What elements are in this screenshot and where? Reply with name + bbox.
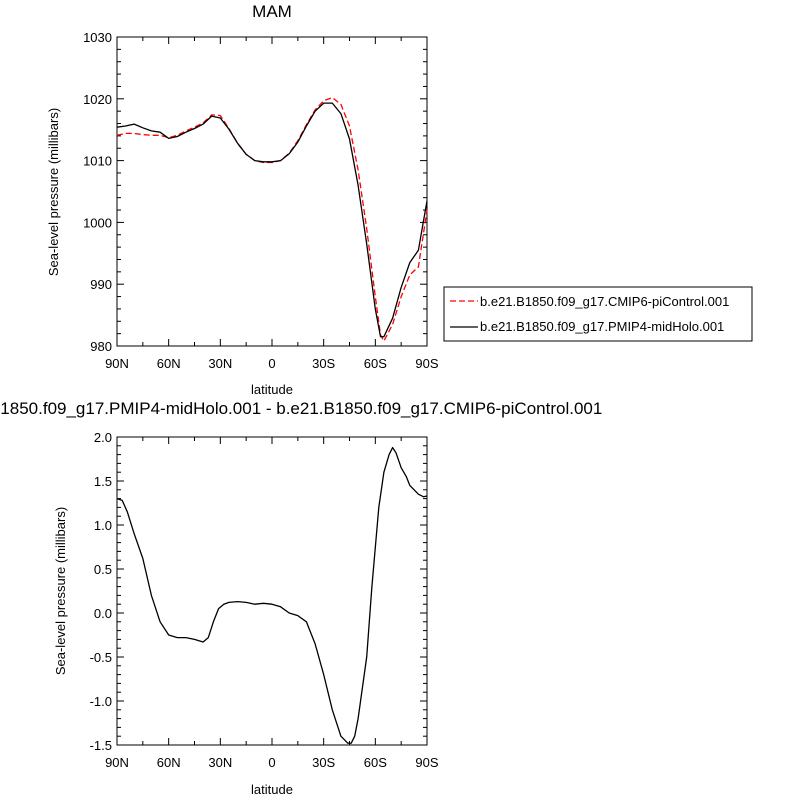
bottom-x-tick-label: 30S bbox=[312, 755, 335, 770]
top-y-tick-label: 1020 bbox=[83, 92, 112, 107]
bottom-series-line-0 bbox=[116, 446, 428, 744]
bottom-y-axis-title: Sea-level pressure (millibars) bbox=[53, 507, 68, 675]
bottom-x-tick-label: 0 bbox=[268, 755, 275, 770]
bottom-y-tick-label: 2.0 bbox=[94, 430, 112, 445]
legend-box bbox=[443, 286, 753, 342]
top-x-tick-label: 90N bbox=[105, 356, 129, 371]
top-x-tick-label: 60N bbox=[157, 356, 181, 371]
bottom-y-tick-label: -1.0 bbox=[90, 694, 112, 709]
top-y-tick-label: 1000 bbox=[83, 215, 112, 230]
legend: b.e21.B1850.f09_g17.CMIP6-piControl.001 … bbox=[443, 286, 753, 342]
top-x-tick-label: 60S bbox=[364, 356, 387, 371]
top-x-tick-label: 30N bbox=[208, 356, 232, 371]
top-x-tick-label: 0 bbox=[268, 356, 275, 371]
bottom-difference-chart: b.e21.B1850.f09_g17.PMIP4-midHolo.001 - … bbox=[0, 399, 602, 797]
bottom-y-tick-label: 1.0 bbox=[94, 518, 112, 533]
top-line-chart: MAM Sea-level pressure (millibars) latit… bbox=[46, 2, 439, 397]
legend-label-picontrol: b.e21.B1850.f09_g17.CMIP6-piControl.001 bbox=[480, 294, 729, 309]
bottom-y-tick-label: 0.5 bbox=[94, 562, 112, 577]
bottom-y-tick-label: 0.0 bbox=[94, 606, 112, 621]
top-x-tick-label: 30S bbox=[312, 356, 335, 371]
bottom-y-tick-label: 1.5 bbox=[94, 474, 112, 489]
bottom-x-tick-label: 90N bbox=[105, 755, 129, 770]
top-y-tick-label: 990 bbox=[90, 277, 112, 292]
top-series-line-1 bbox=[116, 102, 428, 338]
bottom-x-tick-label: 90S bbox=[415, 755, 438, 770]
bottom-plot-frame bbox=[116, 436, 428, 746]
legend-label-midholo: b.e21.B1850.f09_g17.PMIP4-midHolo.001 bbox=[480, 319, 724, 334]
top-y-tick-label: 1010 bbox=[83, 154, 112, 169]
top-plot-frame bbox=[116, 36, 428, 347]
top-x-tick-label: 90S bbox=[415, 356, 438, 371]
top-y-axis-title: Sea-level pressure (millibars) bbox=[46, 108, 61, 276]
top-y-tick-label: 1030 bbox=[83, 30, 112, 45]
bottom-x-tick-label: 60N bbox=[157, 755, 181, 770]
top-chart-title: MAM bbox=[252, 2, 292, 21]
bottom-chart-title: b.e21.B1850.f09_g17.PMIP4-midHolo.001 - … bbox=[0, 399, 602, 418]
bottom-y-tick-label: -0.5 bbox=[90, 650, 112, 665]
top-y-tick-label: 980 bbox=[90, 339, 112, 354]
bottom-x-axis-title: latitude bbox=[251, 782, 293, 797]
bottom-x-tick-label: 30N bbox=[208, 755, 232, 770]
bottom-y-tick-label: -1.5 bbox=[90, 738, 112, 753]
top-x-axis-title: latitude bbox=[251, 382, 293, 397]
bottom-x-tick-label: 60S bbox=[364, 755, 387, 770]
